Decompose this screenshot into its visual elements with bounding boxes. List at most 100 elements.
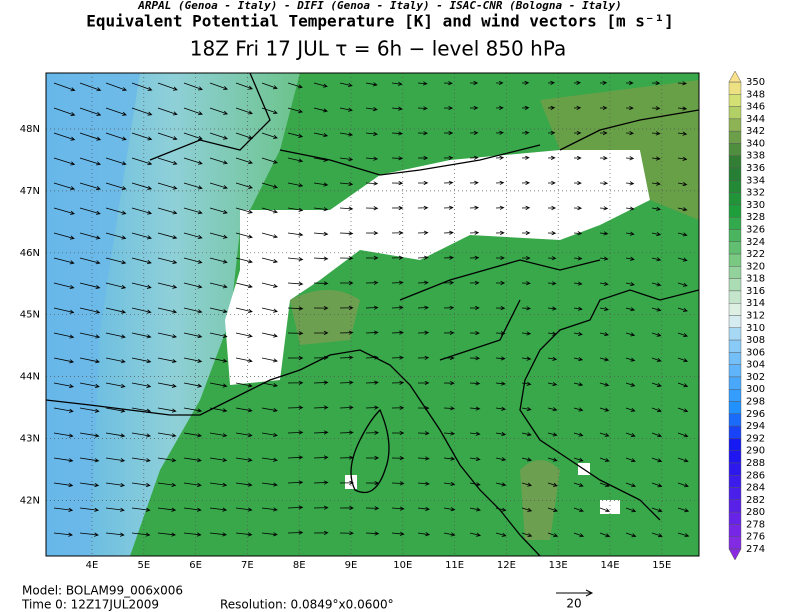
wind-arrow: [651, 407, 662, 413]
wind-arrow: [339, 305, 354, 310]
wind-arrow: [79, 82, 102, 92]
wind-arrow: [365, 430, 380, 435]
wind-arrow: [443, 481, 456, 487]
wind-arrow: [599, 181, 609, 186]
colorbar-swatch: [728, 167, 742, 181]
colorbar-swatch: [728, 253, 742, 267]
wind-arrow: [287, 355, 304, 361]
wind-arrow: [599, 256, 609, 261]
colorbar-label: 280: [746, 507, 765, 518]
wind-arrow: [339, 231, 354, 236]
wind-arrow: [677, 432, 689, 438]
colorbar-label: 342: [746, 126, 765, 137]
wind-arrow: [521, 255, 531, 261]
wind-arrow: [157, 182, 178, 190]
wind-arrow: [495, 406, 506, 411]
wind-arrow: [131, 507, 151, 512]
wind-arrow: [131, 132, 153, 141]
wind-arrow: [651, 507, 663, 513]
wind-arrow: [599, 306, 609, 312]
colorbar-swatch: [728, 425, 742, 439]
wind-arrow: [391, 355, 404, 360]
coastline: [46, 349, 541, 556]
wind-arrow: [651, 106, 661, 111]
wind-arrow: [339, 505, 354, 511]
wind-arrow: [209, 482, 228, 487]
wind-arrow: [157, 157, 178, 165]
wind-arrow: [625, 507, 637, 513]
wind-arrow: [443, 431, 456, 436]
wind-arrow: [53, 207, 75, 215]
wind-arrow: [651, 181, 661, 186]
wind-arrow: [495, 306, 506, 311]
wind-arrow: [547, 381, 558, 387]
colorbar-label: 288: [746, 458, 765, 469]
wind-arrow: [651, 206, 661, 211]
colorbar-swatch: [728, 315, 742, 328]
wind-arrow: [417, 131, 429, 136]
wind-arrow: [287, 132, 304, 138]
wind-arrow: [313, 281, 329, 286]
wind-arrow: [131, 257, 152, 265]
wind-arrow: [261, 157, 278, 164]
wind-arrow: [79, 132, 102, 141]
wind-arrow: [417, 106, 428, 111]
wind-arrow: [209, 432, 228, 438]
wind-arrow: [365, 255, 379, 260]
wind-arrow: [53, 357, 75, 364]
colorbar-label: 348: [746, 89, 765, 100]
wind-arrow: [599, 382, 610, 387]
wind-arrow: [677, 257, 688, 262]
wind-arrow: [495, 532, 507, 537]
wind-arrow: [417, 405, 430, 411]
wind-arrow: [313, 455, 329, 460]
wind-arrow: [261, 232, 278, 239]
wind-arrow: [53, 107, 76, 116]
lat-label: 43N: [20, 434, 40, 445]
wind-arrow: [443, 305, 455, 310]
wind-arrow: [79, 382, 100, 389]
colorbar-label: 294: [746, 421, 765, 432]
wind-arrow: [573, 105, 582, 110]
wind-arrow: [235, 407, 253, 413]
wind-arrow: [495, 457, 507, 462]
wind-arrow: [599, 532, 611, 538]
colorbar-swatch: [728, 389, 742, 402]
wind-arrow: [573, 281, 583, 286]
wind-arrow: [53, 182, 76, 191]
wind-arrow: [677, 507, 690, 513]
wind-arrow: [599, 155, 608, 161]
wind-arrow: [573, 80, 582, 85]
wind-arrow: [547, 482, 558, 487]
wind-arrow: [157, 382, 177, 388]
colorbar-label: 330: [746, 200, 765, 211]
wind-arrow: [443, 456, 456, 461]
wind-arrow: [443, 381, 455, 386]
wind-arrow: [235, 107, 253, 115]
wind-arrow: [651, 532, 663, 538]
wind-arrow: [105, 532, 125, 537]
colorbar-swatch: [728, 364, 742, 378]
wind-arrow: [495, 356, 506, 361]
wind-arrow: [105, 232, 127, 240]
colorbar-swatch: [728, 94, 742, 107]
colorbar-swatch: [728, 290, 742, 304]
colorbar-label: 300: [746, 384, 765, 395]
wind-arrow: [573, 507, 584, 513]
wind-arrow: [313, 480, 329, 485]
wind-arrow: [339, 531, 354, 536]
wind-arrow: [625, 482, 637, 488]
wind-arrow: [287, 530, 304, 535]
wind-arrow: [443, 280, 455, 285]
wind-arrow: [365, 531, 380, 536]
wind-arrow: [339, 206, 354, 211]
wind-arrow: [677, 106, 688, 111]
wind-arrow: [183, 282, 203, 289]
field-mask: [225, 150, 650, 385]
wind-arrow: [443, 406, 455, 411]
wind-arrow: [131, 307, 152, 314]
wind-arrow: [105, 182, 127, 190]
wind-arrow: [599, 332, 610, 337]
wind-arrow: [313, 132, 329, 138]
wind-arrow: [365, 355, 379, 360]
